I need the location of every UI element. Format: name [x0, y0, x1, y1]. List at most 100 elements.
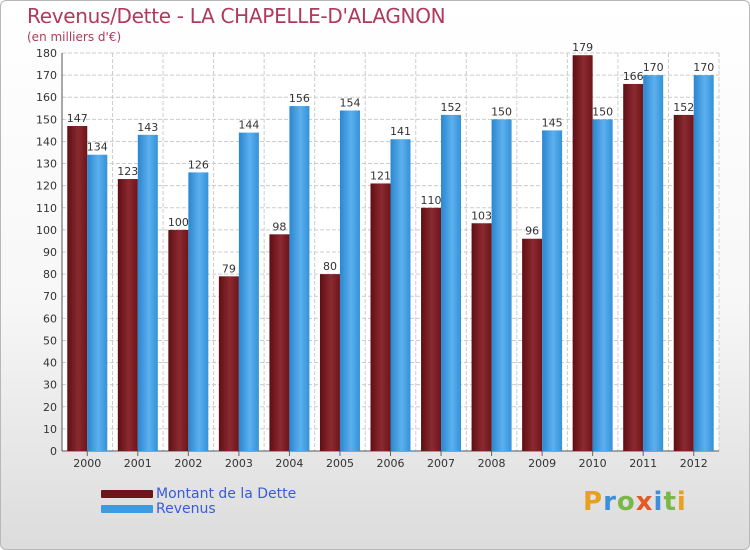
y-tick-label: 60 [43, 312, 57, 325]
x-tick-label: 2007 [427, 457, 455, 470]
data-label-revenus: 134 [87, 141, 108, 154]
y-tick-label: 20 [43, 401, 57, 414]
logo-letter: i [676, 487, 687, 517]
bar-dette [471, 223, 492, 451]
data-label-dette: 110 [421, 194, 442, 207]
y-tick-label: 120 [36, 180, 57, 193]
logo-letter: x [635, 487, 654, 517]
y-tick-label: 10 [43, 423, 57, 436]
bar-revenus [441, 114, 462, 452]
bar-dette [623, 83, 644, 451]
bar-revenus [137, 134, 158, 452]
y-tick-label: 130 [36, 158, 57, 171]
bar-revenus [390, 139, 411, 451]
y-tick-label: 140 [36, 135, 57, 148]
x-tick-label: 2002 [174, 457, 202, 470]
x-tick-label: 2003 [225, 457, 253, 470]
x-tick-label: 2001 [124, 457, 152, 470]
bar-dette [168, 229, 189, 451]
bar-dette [572, 55, 593, 451]
x-tick-label: 2009 [528, 457, 556, 470]
bar-dette [67, 125, 88, 451]
x-tick-label: 2010 [579, 457, 607, 470]
data-label-revenus: 150 [491, 105, 512, 118]
bar-dette [421, 207, 442, 451]
x-tick-label: 2012 [680, 457, 708, 470]
data-label-dette: 147 [67, 112, 88, 125]
bar-revenus [643, 75, 664, 451]
bar-dette [218, 276, 239, 451]
data-label-revenus: 143 [137, 121, 158, 134]
y-tick-label: 50 [43, 334, 57, 347]
data-label-dette: 79 [222, 262, 236, 275]
y-tick-label: 70 [43, 290, 57, 303]
bar-dette [319, 274, 340, 451]
y-tick-label: 150 [36, 113, 57, 126]
x-tick-label: 2006 [377, 457, 405, 470]
logo-letter: r [603, 487, 617, 517]
logo-letter: P [583, 487, 604, 517]
logo-letter: o [616, 487, 636, 517]
data-label-dette: 121 [370, 169, 391, 182]
legend-label-dette: Montant de la Dette [156, 486, 297, 502]
logo-letter: t [663, 487, 677, 517]
legend-swatch-dette [101, 490, 153, 498]
logo-letter: i [653, 487, 664, 517]
bar-revenus [289, 106, 310, 452]
data-label-revenus: 145 [542, 116, 563, 129]
data-label-revenus: 154 [339, 96, 360, 109]
data-label-revenus: 150 [592, 105, 613, 118]
bar-revenus [693, 75, 714, 451]
data-label-revenus: 126 [188, 158, 209, 171]
x-tick-label: 2000 [73, 457, 101, 470]
bar-dette [370, 183, 391, 451]
bar-revenus [339, 110, 360, 451]
data-label-dette: 179 [572, 41, 593, 54]
data-label-dette: 123 [117, 165, 138, 178]
data-label-dette: 103 [471, 209, 492, 222]
data-label-revenus: 152 [441, 101, 462, 114]
data-label-dette: 152 [673, 101, 694, 114]
data-label-dette: 96 [525, 225, 539, 238]
x-tick-label: 2005 [326, 457, 354, 470]
bar-dette [117, 179, 138, 452]
y-tick-label: 0 [50, 445, 57, 458]
data-label-revenus: 144 [238, 119, 259, 132]
y-tick-label: 30 [43, 379, 57, 392]
bar-dette [673, 114, 694, 452]
data-label-dette: 80 [323, 260, 337, 273]
data-label-revenus: 156 [289, 92, 310, 105]
y-tick-label: 80 [43, 268, 57, 281]
y-tick-label: 100 [36, 224, 57, 237]
legend-label-revenus: Revenus [156, 501, 216, 517]
x-tick-label: 2004 [275, 457, 303, 470]
legend-swatch-revenus [101, 505, 153, 513]
y-tick-label: 180 [36, 47, 57, 60]
bar-revenus [238, 132, 259, 451]
bar-revenus [592, 119, 613, 451]
x-tick-label: 2008 [478, 457, 506, 470]
bar-revenus [87, 154, 108, 451]
y-tick-label: 90 [43, 246, 57, 259]
proxiti-logo: Proxiti [583, 487, 687, 517]
bar-revenus [542, 130, 563, 451]
chart-subtitle: (en milliers d'€) [27, 30, 122, 44]
bar-dette [269, 234, 290, 451]
bar-revenus [188, 172, 209, 451]
data-label-revenus: 141 [390, 125, 411, 138]
y-tick-label: 160 [36, 91, 57, 104]
data-label-dette: 98 [272, 220, 286, 233]
y-tick-label: 170 [36, 69, 57, 82]
y-tick-label: 110 [36, 202, 57, 215]
chart-title: Revenus/Dette - LA CHAPELLE-D'ALAGNON [27, 4, 446, 28]
y-tick-label: 40 [43, 357, 57, 370]
bar-revenus [491, 119, 512, 451]
bar-dette [522, 238, 543, 451]
x-tick-label: 2011 [629, 457, 657, 470]
data-label-revenus: 170 [643, 61, 664, 74]
data-label-dette: 166 [623, 70, 644, 83]
data-label-revenus: 170 [693, 61, 714, 74]
data-label-dette: 100 [168, 216, 189, 229]
